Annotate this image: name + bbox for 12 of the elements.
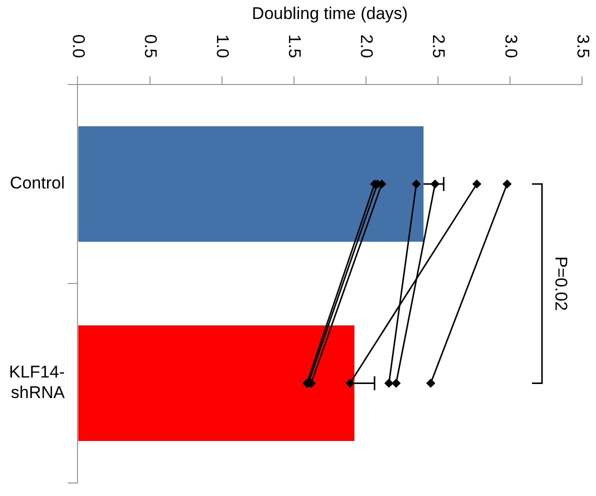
x-tick-label: 1.0: [213, 34, 232, 58]
annotation: P=0.02: [551, 256, 570, 311]
x-tick-label: 3.0: [501, 34, 520, 58]
x-axis-title: Doubling time (days): [252, 4, 408, 23]
x-tick-label: 0.0: [69, 34, 88, 58]
y-tick-label: KLF14-shRNA: [9, 362, 66, 402]
x-tick-label: 2.5: [429, 34, 448, 58]
x-tick-label: 2.0: [357, 34, 376, 58]
y-tick-label: Control: [10, 174, 65, 193]
x-tick-label: 3.5: [573, 34, 592, 58]
x-tick-label: 1.5: [285, 34, 304, 58]
x-tick-label: 0.5: [141, 34, 160, 58]
